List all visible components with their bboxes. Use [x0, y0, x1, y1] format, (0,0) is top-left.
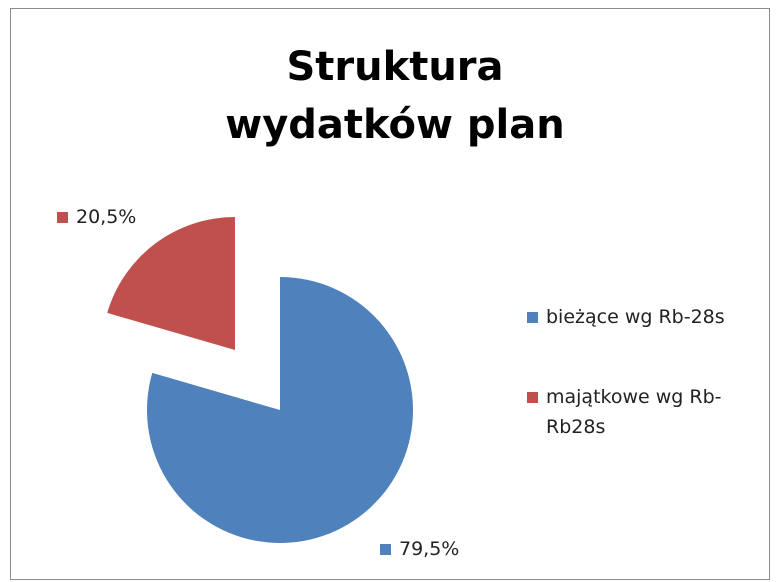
legend-entry: bieżące wg Rb-28s	[527, 302, 772, 332]
chart-frame	[10, 8, 770, 580]
legend-entry: majątkowe wg Rb-Rb28s	[527, 382, 772, 442]
legend-swatch	[527, 392, 538, 403]
data-label-text: 20,5%	[76, 206, 137, 228]
data-label-text: 79,5%	[399, 538, 460, 560]
data-label: 79,5%	[380, 538, 459, 560]
chart-title: Struktura wydatków plan	[225, 44, 565, 148]
pie-slice	[146, 277, 414, 544]
legend-text: majątkowe wg Rb-Rb28s	[546, 386, 722, 438]
pie-slice	[107, 217, 235, 351]
data-label: 20,5%	[57, 206, 136, 228]
legend-text: bieżące wg Rb-28s	[546, 306, 725, 328]
data-label-swatch	[380, 543, 391, 555]
data-label-swatch	[57, 211, 68, 223]
legend-swatch	[527, 312, 538, 323]
